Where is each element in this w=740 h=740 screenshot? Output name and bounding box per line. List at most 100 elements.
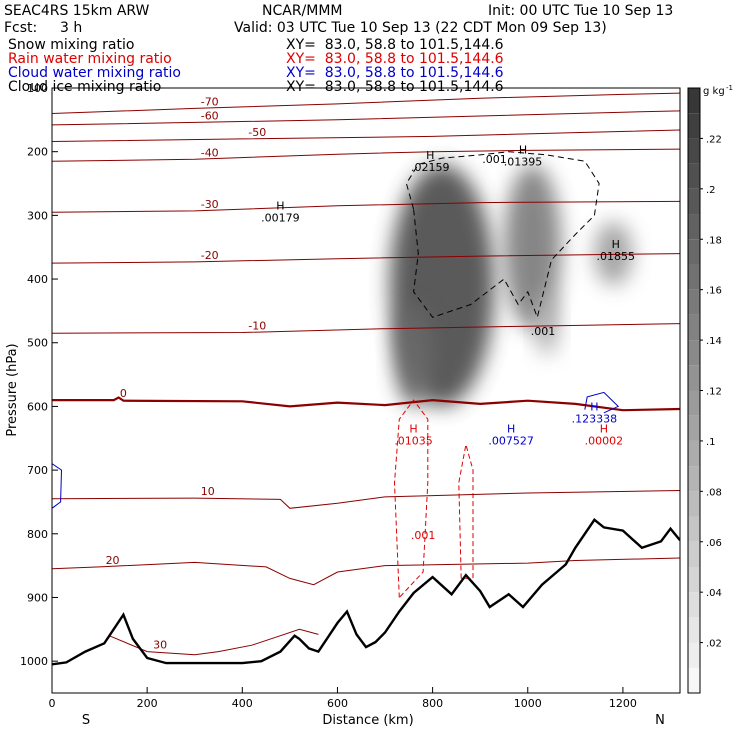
colorbar-band-15 xyxy=(688,289,700,315)
init-time: Init: 00 UTC Tue 10 Sep 13 xyxy=(488,3,674,19)
isotherm-label--40: -40 xyxy=(201,146,219,159)
y-tick-label-900: 900 xyxy=(27,591,48,604)
colorbar-band-20 xyxy=(688,163,700,189)
cloud-field-xy: XY= 83.0, 58.8 to 101.5,144.6 xyxy=(286,65,504,81)
colorbar-tick-label-1: .04 xyxy=(706,588,722,599)
x-tick-label-1200: 1200 xyxy=(609,697,637,710)
max-marker-2: H xyxy=(519,144,527,157)
contour-value-1: .001 xyxy=(531,325,556,338)
snow-blob-3 xyxy=(534,291,559,356)
isotherm-label--10: -10 xyxy=(248,320,266,333)
colorbar-band-18 xyxy=(688,214,700,240)
y-tick-label-100: 100 xyxy=(27,82,48,95)
colorbar-unit-exp: -1 xyxy=(726,84,733,92)
center-name: NCAR/MMM xyxy=(262,3,343,19)
colorbar-band-11 xyxy=(688,390,700,416)
isotherm-10 xyxy=(52,490,680,509)
max-value-4: .01035 xyxy=(394,435,433,448)
isotherm--10 xyxy=(52,323,680,334)
snow-blob-4 xyxy=(594,221,633,286)
isotherm-label-20: 20 xyxy=(106,554,120,567)
max-value-6: .123338 xyxy=(572,412,618,425)
max-value-1: .02159 xyxy=(411,161,450,174)
contour-value-0: .001 xyxy=(482,153,507,166)
colorbar-band-3 xyxy=(688,592,700,618)
isotherm--70 xyxy=(52,92,680,114)
contour-value-2: .001 xyxy=(411,529,436,542)
y-tick-label-1000: 1000 xyxy=(20,655,48,668)
isotherm-20 xyxy=(52,557,680,586)
isotherm-30 xyxy=(108,628,319,656)
colorbar-band-2 xyxy=(688,617,700,643)
plot-frame xyxy=(51,87,681,694)
y-tick-label-600: 600 xyxy=(27,400,48,413)
colorbar-band-7 xyxy=(688,491,700,517)
isotherm--60 xyxy=(52,110,680,126)
colorbar-band-22 xyxy=(688,113,700,139)
max-marker-1: H xyxy=(426,149,434,162)
isotherm-label--60: -60 xyxy=(201,109,219,122)
colorbar-band-19 xyxy=(688,188,700,215)
colorbar-tick-label-10: .22 xyxy=(706,134,722,145)
isotherm-label--70: -70 xyxy=(201,95,219,108)
fcst-value: 3 h xyxy=(60,20,83,36)
valid-time: Valid: 03 UTC Tue 10 Sep 13 (22 CDT Mon … xyxy=(234,20,607,36)
colorbar-band-14 xyxy=(688,314,700,341)
isotherm-label--20: -20 xyxy=(201,249,219,262)
y-axis-label: Pressure (hPa) xyxy=(5,343,20,436)
colorbar-tick-label-9: .2 xyxy=(706,185,716,196)
max-marker-7: H xyxy=(600,423,608,436)
isotherm-label-0: 0 xyxy=(120,387,127,400)
isotherm-0 xyxy=(52,396,680,412)
colorbar-tick-label-0: .02 xyxy=(706,639,722,650)
ice-field-label: Cloud ice mixing ratio xyxy=(8,79,162,95)
y-tick-label-200: 200 xyxy=(27,146,48,159)
y-tick-label-400: 400 xyxy=(27,273,48,286)
snow-field-xy: XY= 83.0, 58.8 to 101.5,144.6 xyxy=(286,37,504,53)
colorbar-band-12 xyxy=(688,365,700,391)
rain-field-label: Rain water mixing ratio xyxy=(8,51,172,67)
terrain-line xyxy=(52,518,680,666)
left-end-label: S xyxy=(82,713,90,728)
isotherm-label-30: 30 xyxy=(153,639,167,652)
snow-dashed-contour xyxy=(405,151,600,319)
right-end-label: N xyxy=(655,713,665,728)
colorbar-tick-label-5: .12 xyxy=(706,387,722,398)
max-value-5: .007527 xyxy=(488,435,534,448)
max-marker-6: H xyxy=(590,400,598,413)
cloud-contour-1 xyxy=(584,391,620,414)
max-marker-0: H xyxy=(276,200,284,213)
fcst-label: Fcst: xyxy=(4,20,38,36)
y-tick-label-800: 800 xyxy=(27,528,48,541)
x-tick-label-800: 800 xyxy=(422,697,443,710)
isotherm--50 xyxy=(52,129,680,142)
x-tick-label-1000: 1000 xyxy=(514,697,542,710)
isotherm--30 xyxy=(52,200,680,213)
y-tick-label-300: 300 xyxy=(27,209,48,222)
rain-field-xy: XY= 83.0, 58.8 to 101.5,144.6 xyxy=(286,51,504,67)
max-marker-4: H xyxy=(409,423,417,436)
colorbar-band-8 xyxy=(688,466,700,492)
max-marker-5: H xyxy=(507,423,515,436)
colorbar-tick-label-8: .18 xyxy=(706,235,722,246)
max-marker-3: H xyxy=(612,238,620,251)
cloud-field-label: Cloud water mixing ratio xyxy=(8,65,181,81)
snow-blob-2 xyxy=(503,164,562,330)
x-tick-label-0: 0 xyxy=(49,697,56,710)
ice-field-xy: XY= 83.0, 58.8 to 101.5,144.6 xyxy=(286,79,504,95)
colorbar-band-1 xyxy=(688,642,700,668)
colorbar-band-10 xyxy=(688,415,700,441)
x-tick-label-200: 200 xyxy=(137,697,158,710)
isotherm-label--50: -50 xyxy=(248,126,266,139)
colorbar-band-13 xyxy=(688,340,700,366)
isotherm--40 xyxy=(52,148,680,162)
colorbar-band-21 xyxy=(688,138,700,164)
colorbar-unit: g kg xyxy=(703,86,725,97)
colorbar-band-6 xyxy=(688,516,700,542)
colorbar-band-9 xyxy=(688,440,700,467)
colorbar-tick-label-2: .06 xyxy=(706,538,722,549)
max-value-0: .00179 xyxy=(261,212,300,225)
model-title: SEAC4RS 15km ARW xyxy=(4,3,150,19)
max-value-3: .01855 xyxy=(597,250,636,263)
snow-field-label: Snow mixing ratio xyxy=(8,37,135,53)
